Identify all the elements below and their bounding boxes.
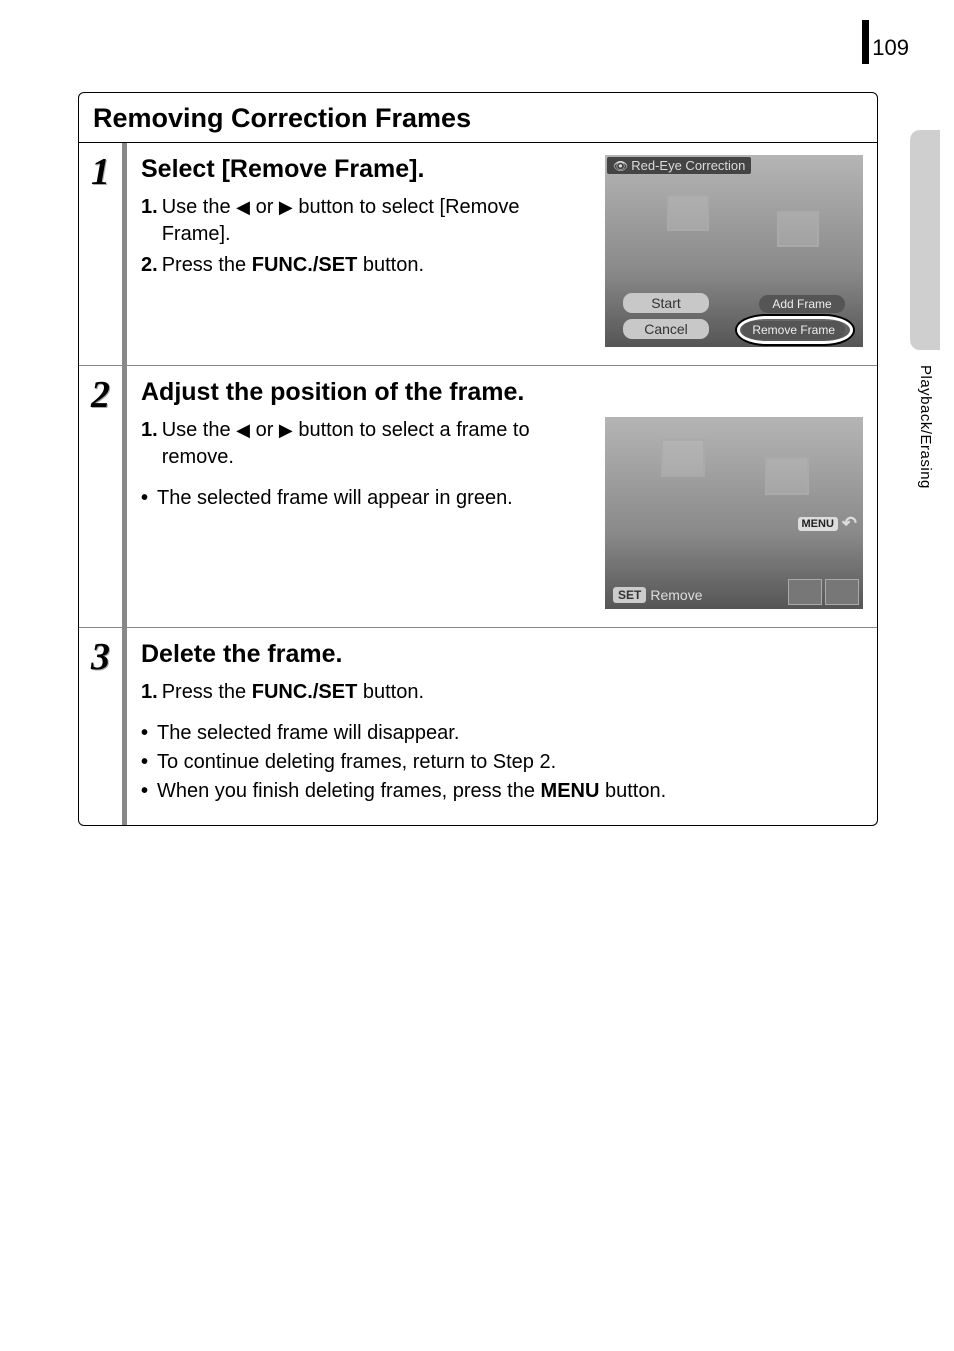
- camera-screen-2: MENU ↶ SET Remove: [605, 417, 863, 609]
- step-number-col: 2: [79, 366, 127, 627]
- step-2: 2 Adjust the position of the frame. 1. U…: [79, 366, 877, 628]
- list-item: • To continue deleting frames, return to…: [141, 749, 863, 776]
- step-text: 1. Use the ◀ or ▶ button to select a fra…: [141, 417, 591, 609]
- face-frame: [661, 439, 705, 477]
- right-arrow-icon: ▶: [279, 420, 293, 440]
- list-item: 1. Use the ◀ or ▶ button to select [Remo…: [141, 194, 591, 248]
- main-frame: Removing Correction Frames 1 Select [Rem…: [78, 92, 878, 826]
- side-tab-label: Playback/Erasing: [917, 365, 934, 489]
- step-number-col: 1: [79, 143, 127, 365]
- bullet-icon: •: [141, 720, 157, 747]
- face-frame: [765, 457, 809, 495]
- step-number: 1: [79, 153, 122, 191]
- list-item: • When you finish deleting frames, press…: [141, 778, 863, 805]
- step-number: 3: [79, 638, 122, 676]
- step-body: Select [Remove Frame]. 1. Use the ◀ or ▶…: [127, 143, 877, 365]
- set-text: Remove: [650, 587, 702, 603]
- face-frame: [777, 211, 819, 247]
- page-number: 109: [872, 35, 909, 64]
- item-number: 1.: [141, 679, 158, 706]
- face-frame: [667, 195, 709, 231]
- add-frame-button: Add Frame: [759, 295, 845, 313]
- page-number-bar: [862, 20, 869, 64]
- thumbnails: [788, 579, 859, 605]
- eye-icon: 👁: [613, 159, 628, 173]
- left-arrow-icon: ◀: [236, 197, 250, 217]
- bullet-icon: •: [141, 749, 157, 776]
- thumbnail: [788, 579, 822, 605]
- item-number: 1.: [141, 194, 158, 248]
- set-box: SET: [613, 587, 646, 603]
- item-number: 1.: [141, 417, 158, 471]
- section-title: Removing Correction Frames: [79, 93, 877, 143]
- menu-label: MENU ↶: [798, 513, 857, 534]
- item-text: When you finish deleting frames, press t…: [157, 778, 863, 805]
- menu-box: MENU: [798, 517, 838, 531]
- step-title: Delete the frame.: [141, 640, 863, 669]
- thumbnail: [825, 579, 859, 605]
- step-title: Select [Remove Frame].: [141, 155, 591, 184]
- step-3: 3 Delete the frame. 1. Press the FUNC./S…: [79, 628, 877, 825]
- list-item: 1. Press the FUNC./SET button.: [141, 679, 863, 706]
- back-icon: ↶: [842, 513, 857, 534]
- step-title: Adjust the position of the frame.: [141, 378, 863, 407]
- item-number: 2.: [141, 252, 158, 279]
- bullet-icon: •: [141, 485, 157, 512]
- item-text: Press the FUNC./SET button.: [162, 679, 863, 706]
- cancel-button: Cancel: [623, 319, 709, 339]
- step-text: 1. Press the FUNC./SET button. • The sel…: [141, 679, 863, 805]
- step-body: Delete the frame. 1. Press the FUNC./SET…: [127, 628, 877, 825]
- item-text: The selected frame will appear in green.: [157, 485, 591, 512]
- item-text: To continue deleting frames, return to S…: [157, 749, 863, 776]
- list-item: 1. Use the ◀ or ▶ button to select a fra…: [141, 417, 591, 471]
- list-item: 2. Press the FUNC./SET button.: [141, 252, 591, 279]
- start-button: Start: [623, 293, 709, 313]
- item-text: Use the ◀ or ▶ button to select a frame …: [162, 417, 591, 471]
- side-tab: [910, 130, 940, 350]
- page-number-block: 109: [862, 20, 909, 64]
- highlight-oval: [737, 316, 853, 344]
- step-number: 2: [79, 376, 122, 414]
- set-label: SET Remove: [613, 587, 702, 603]
- screen-title-bar: 👁 Red-Eye Correction: [607, 157, 751, 174]
- bullet-icon: •: [141, 778, 157, 805]
- item-text: The selected frame will disappear.: [157, 720, 863, 747]
- step-text: 1. Use the ◀ or ▶ button to select [Remo…: [141, 194, 591, 279]
- list-item: • The selected frame will appear in gree…: [141, 485, 591, 512]
- item-text: Use the ◀ or ▶ button to select [Remove …: [162, 194, 591, 248]
- list-item: • The selected frame will disappear.: [141, 720, 863, 747]
- screen-title-text: Red-Eye Correction: [631, 158, 745, 173]
- step-1: 1 Select [Remove Frame]. 1. Use the ◀ or…: [79, 143, 877, 366]
- right-arrow-icon: ▶: [279, 197, 293, 217]
- step-body: Adjust the position of the frame. 1. Use…: [127, 366, 877, 627]
- camera-screen-1: 👁 Red-Eye Correction Start Cancel Add Fr…: [605, 155, 863, 347]
- item-text: Press the FUNC./SET button.: [162, 252, 591, 279]
- step-number-col: 3: [79, 628, 127, 825]
- left-arrow-icon: ◀: [236, 420, 250, 440]
